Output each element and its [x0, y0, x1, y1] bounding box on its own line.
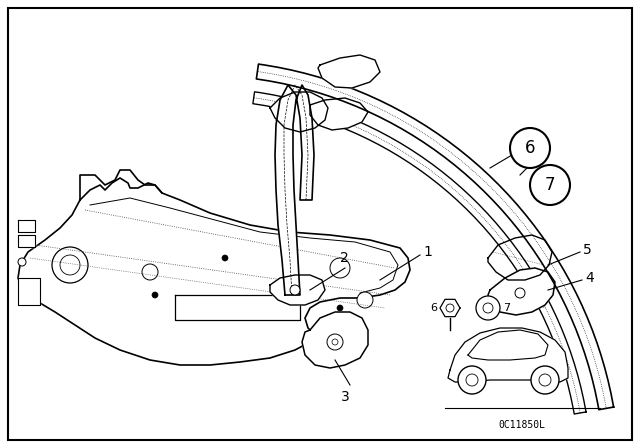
Polygon shape — [18, 278, 40, 305]
Circle shape — [539, 374, 551, 386]
Text: 1: 1 — [423, 245, 432, 259]
Circle shape — [357, 292, 373, 308]
Circle shape — [52, 247, 88, 283]
Circle shape — [332, 339, 338, 345]
Text: 3: 3 — [340, 390, 349, 404]
Circle shape — [60, 255, 80, 275]
Circle shape — [152, 292, 158, 298]
Polygon shape — [275, 85, 314, 295]
Circle shape — [446, 304, 454, 312]
Polygon shape — [310, 98, 368, 130]
Polygon shape — [468, 330, 548, 360]
Polygon shape — [175, 295, 300, 320]
Polygon shape — [440, 299, 460, 317]
Circle shape — [530, 165, 570, 205]
Polygon shape — [270, 92, 328, 132]
Polygon shape — [488, 268, 555, 315]
Circle shape — [222, 255, 228, 261]
Text: 7: 7 — [503, 303, 510, 313]
Circle shape — [142, 264, 158, 280]
Circle shape — [290, 285, 300, 295]
Text: 5: 5 — [583, 243, 592, 257]
Polygon shape — [448, 328, 568, 382]
Polygon shape — [270, 275, 325, 305]
Circle shape — [458, 366, 486, 394]
Polygon shape — [18, 220, 35, 232]
Circle shape — [337, 305, 343, 311]
Circle shape — [476, 296, 500, 320]
Circle shape — [483, 303, 493, 313]
Polygon shape — [257, 64, 614, 409]
Polygon shape — [18, 235, 35, 247]
Polygon shape — [302, 312, 368, 368]
Circle shape — [531, 366, 559, 394]
Polygon shape — [253, 92, 586, 414]
Circle shape — [330, 258, 350, 278]
Polygon shape — [488, 235, 552, 280]
Text: 4: 4 — [585, 271, 594, 285]
Circle shape — [510, 128, 550, 168]
Circle shape — [18, 258, 26, 266]
Polygon shape — [18, 178, 410, 365]
Circle shape — [515, 288, 525, 298]
Text: 6: 6 — [430, 303, 437, 313]
Circle shape — [466, 374, 478, 386]
Text: 7: 7 — [545, 176, 556, 194]
Polygon shape — [318, 55, 380, 88]
Text: 0C11850L: 0C11850L — [499, 420, 545, 430]
Text: 6: 6 — [525, 139, 535, 157]
Text: 2: 2 — [340, 251, 349, 265]
Circle shape — [327, 334, 343, 350]
